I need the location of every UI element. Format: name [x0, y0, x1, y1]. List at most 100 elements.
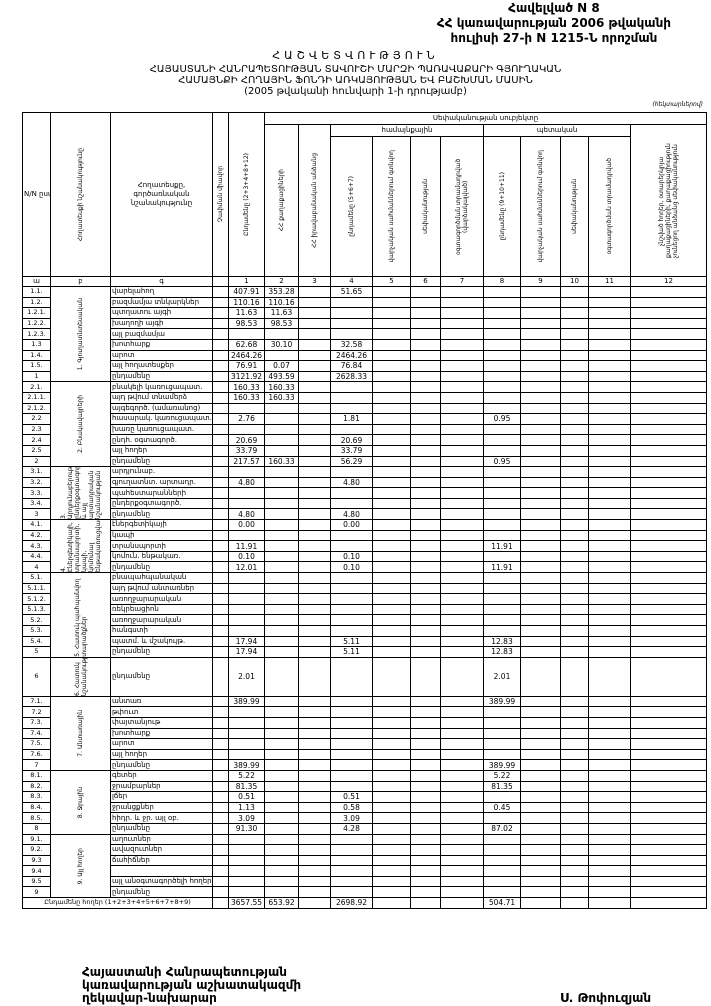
- value-col-2: 493.59: [264, 370, 299, 383]
- section-label: 2. Բնակավայրերի: [50, 381, 111, 468]
- value-col-5: [372, 519, 411, 531]
- table-row: 1.5. այլ հողատեսքեր 76.91 0.07 76.84: [22, 360, 708, 372]
- value-col-7: [440, 791, 484, 803]
- value-col-3: [298, 603, 331, 616]
- value-col-10: [560, 759, 589, 771]
- row-name: արոտ: [110, 738, 213, 750]
- total-col-2: 653.92: [264, 897, 299, 909]
- value-col-9: [520, 812, 561, 824]
- unit-cell: [212, 844, 229, 856]
- value-col-7: [440, 727, 484, 740]
- row-number: 2.1.1.: [22, 391, 51, 404]
- table-row: 2.4 ընդհ. օգտագործ. 20.69 20.69: [22, 434, 708, 446]
- value-col-2: [264, 656, 299, 697]
- value-col-3: [298, 519, 331, 531]
- value-col-6: [410, 487, 441, 499]
- value-col-12: [629, 748, 708, 761]
- signature-name: Ս. Թոփուզյան: [560, 991, 652, 1005]
- value-col-7: [440, 865, 484, 877]
- value-col-12: [629, 349, 708, 362]
- value-col-4: [330, 625, 373, 637]
- row-number: 3.1.: [22, 466, 51, 478]
- value-col-9: [520, 593, 561, 605]
- row-number: 7.3.: [22, 716, 51, 729]
- value-col-8: 0.45: [483, 801, 521, 814]
- value-col-6: [410, 402, 441, 415]
- value-col-5: [372, 572, 411, 584]
- value-col-9: [520, 370, 561, 383]
- value-col-8: 81.35: [483, 780, 521, 793]
- value-col-5: [372, 759, 411, 771]
- value-col-4: 56.29: [330, 455, 373, 468]
- value-col-8: [483, 854, 521, 867]
- value-col-7: [440, 296, 484, 309]
- value-col-5: [372, 286, 411, 298]
- value-col-1: 160.33: [228, 391, 265, 404]
- value-col-10: [560, 780, 589, 793]
- value-col-6: [410, 780, 441, 793]
- value-col-2: [264, 550, 299, 563]
- row-name: պատմ. և մշակույթ.: [110, 635, 213, 648]
- table-row: 3.4. ընդերքօգտագործ.: [22, 497, 708, 510]
- value-col-11: [588, 727, 631, 740]
- value-col-3: [298, 582, 331, 595]
- row-name: ընդամենը: [110, 822, 213, 835]
- value-col-2: [264, 875, 299, 888]
- value-col-6: [410, 854, 441, 867]
- total-col-12: [629, 897, 708, 909]
- value-col-8: 0.95: [483, 455, 521, 468]
- value-col-1: 17.94: [228, 635, 265, 648]
- header-col-5: վարչական սահմաններում գտնվող: [372, 136, 411, 277]
- unit-cell: [212, 402, 229, 415]
- value-col-12: [629, 844, 708, 856]
- value-col-2: [264, 487, 299, 499]
- value-col-3: [298, 307, 331, 319]
- value-col-2: 160.33: [264, 381, 299, 393]
- row-name: այդ թվում տնամերձ: [110, 391, 213, 404]
- unit-cell: [212, 833, 229, 846]
- value-col-2: [264, 444, 299, 457]
- row-number: 3.2.: [22, 476, 51, 489]
- unit-cell: [212, 296, 229, 309]
- value-col-4: [330, 402, 373, 415]
- value-col-6: [410, 822, 441, 835]
- value-col-6: [410, 529, 441, 542]
- value-col-7: [440, 886, 484, 899]
- value-col-4: 4.80: [330, 476, 373, 489]
- value-col-12: [629, 328, 708, 340]
- value-col-5: [372, 833, 411, 846]
- total-col-10: [560, 897, 589, 909]
- value-col-8: 11.91: [483, 561, 521, 574]
- value-col-9: [520, 791, 561, 803]
- unit-cell: [212, 434, 229, 446]
- row-name: ընդամենը: [110, 561, 213, 574]
- row-name: խոտհարք: [110, 338, 213, 351]
- value-col-10: [560, 519, 589, 531]
- value-col-12: [629, 833, 708, 846]
- value-col-10: [560, 328, 589, 340]
- value-col-10: [560, 402, 589, 415]
- table-row: 5.1.1. այդ թվում անտառներ: [22, 582, 708, 595]
- value-col-8: [483, 444, 521, 457]
- value-col-2: [264, 854, 299, 867]
- row-number: 1.5.: [22, 360, 51, 372]
- value-col-3: [298, 646, 331, 658]
- table-row: 5.1. 5. Հատուկ պահպանվող տարածքներ բնապահպ…: [22, 572, 708, 658]
- value-col-11: [588, 844, 631, 856]
- value-col-12: [629, 317, 708, 330]
- value-col-8: 0.95: [483, 413, 521, 425]
- row-number: 4: [22, 561, 51, 574]
- value-col-8: [483, 706, 521, 718]
- value-col-6: [410, 593, 441, 605]
- value-col-1: 110.16: [228, 296, 265, 309]
- unit-cell: [212, 391, 229, 404]
- table-row: 1.3 խոտհարք 62.68 30.10 32.58: [22, 338, 708, 351]
- value-col-2: [264, 769, 299, 782]
- value-col-11: [588, 497, 631, 510]
- table-row: 6 6. Հատուկ նշանակության ընդամենը 2.01 2.01: [22, 656, 708, 697]
- value-col-9: [520, 466, 561, 478]
- value-col-10: [560, 508, 589, 521]
- value-col-1: 62.68: [228, 338, 265, 351]
- value-col-10: [560, 349, 589, 362]
- value-col-6: [410, 833, 441, 846]
